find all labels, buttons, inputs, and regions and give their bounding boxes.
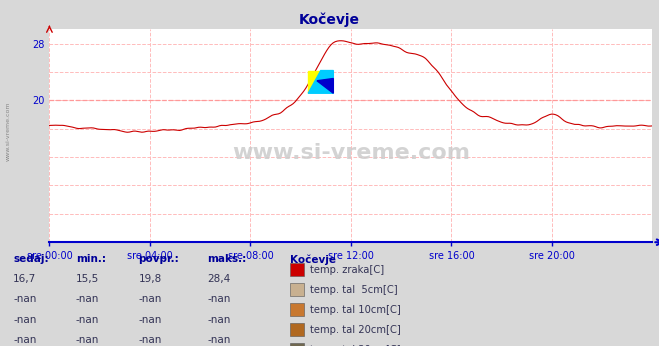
Text: -nan: -nan [13,315,36,325]
Text: www.si-vreme.com: www.si-vreme.com [5,102,11,161]
Text: povpr.:: povpr.: [138,254,179,264]
Text: -nan: -nan [76,335,99,345]
Text: temp. zraka[C]: temp. zraka[C] [310,265,384,275]
Text: -nan: -nan [138,294,161,304]
Text: temp. tal 10cm[C]: temp. tal 10cm[C] [310,306,401,315]
Text: www.si-vreme.com: www.si-vreme.com [232,143,470,163]
Text: maks.:: maks.: [208,254,247,264]
Text: -nan: -nan [13,335,36,345]
Text: -nan: -nan [76,315,99,325]
Text: -nan: -nan [138,335,161,345]
Text: -nan: -nan [208,294,231,304]
Polygon shape [317,79,333,93]
Text: sedaj:: sedaj: [13,254,49,264]
Text: Kočevje: Kočevje [290,254,336,265]
Text: 15,5: 15,5 [76,274,99,284]
Text: temp. tal  5cm[C]: temp. tal 5cm[C] [310,285,397,295]
Text: min.:: min.: [76,254,106,264]
Polygon shape [308,71,321,93]
Text: 16,7: 16,7 [13,274,36,284]
Text: -nan: -nan [76,294,99,304]
Polygon shape [308,71,333,93]
Text: 19,8: 19,8 [138,274,161,284]
Text: -nan: -nan [208,335,231,345]
Text: -nan: -nan [138,315,161,325]
Text: temp. tal 20cm[C]: temp. tal 20cm[C] [310,326,401,335]
Text: -nan: -nan [13,294,36,304]
Text: -nan: -nan [208,315,231,325]
Text: 28,4: 28,4 [208,274,231,284]
Text: Kočevje: Kočevje [299,12,360,27]
